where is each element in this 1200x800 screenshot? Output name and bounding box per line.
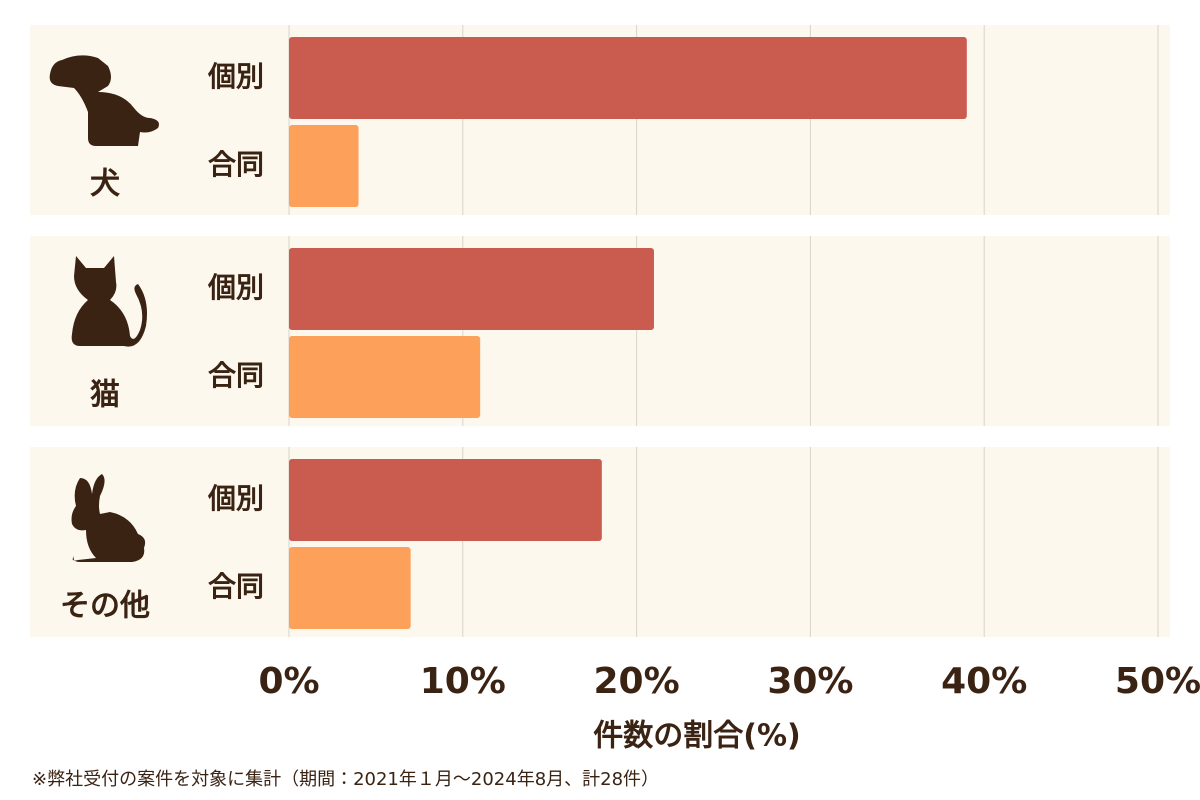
x-tick-label: 0% [258, 661, 319, 702]
category-label: その他 [60, 589, 150, 624]
x-tick-label: 50% [1115, 661, 1200, 702]
x-tick-label: 10% [420, 661, 506, 702]
category-label: 猫 [90, 378, 120, 413]
x-tick-label: 30% [767, 661, 853, 702]
x-tick-label: 20% [594, 661, 680, 702]
category-label: 犬 [90, 167, 120, 202]
bar [289, 248, 654, 330]
bar [289, 459, 602, 541]
series-label: 個別 [207, 60, 264, 93]
icons [49, 55, 159, 562]
cat-icon [71, 256, 147, 347]
x-tick-label: 40% [941, 661, 1027, 702]
series-label: 個別 [207, 271, 264, 304]
series-label: 合同 [208, 148, 264, 181]
bar [289, 336, 481, 418]
bar [289, 547, 411, 629]
series-label: 合同 [208, 359, 264, 392]
rabbit-icon [71, 474, 146, 562]
dog-icon [49, 55, 159, 146]
footnote: ※弊社受付の案件を対象に集計（期間：2021年１月～2024年8月、計28件） [32, 769, 659, 790]
bar [289, 37, 967, 119]
bar [289, 125, 359, 207]
series-label: 個別 [207, 482, 264, 515]
x-axis-title: 件数の割合(%) [593, 719, 800, 754]
series-label: 合同 [208, 570, 264, 603]
bars [289, 37, 967, 629]
